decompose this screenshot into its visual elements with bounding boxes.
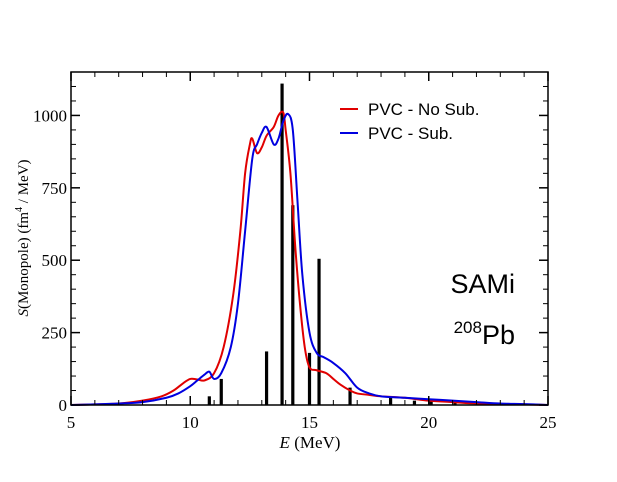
- nucleus-mass-number: 208: [454, 318, 482, 337]
- lines-layer: [70, 110, 549, 406]
- y-axis-label: S(Monopole) (fm4 / MeV): [14, 159, 32, 316]
- strength-bar: [280, 83, 284, 405]
- bars-layer: [207, 83, 457, 405]
- x-axis-label: E (MeV): [279, 433, 341, 452]
- x-tick-label: 5: [67, 413, 76, 432]
- y-tick-label: 0: [59, 396, 68, 415]
- legend: PVC - No Sub. PVC - Sub.: [340, 100, 480, 143]
- y-tick-label: 250: [42, 324, 68, 343]
- legend-label: PVC - Sub.: [368, 124, 453, 143]
- y-tick-label: 500: [42, 251, 68, 270]
- strength-bar: [317, 258, 321, 405]
- strength-bar: [264, 351, 269, 405]
- y-axis-label-sup: 4: [14, 207, 25, 212]
- y-axis-label-tail: / MeV): [16, 159, 32, 207]
- y-tick-label: 750: [42, 179, 68, 198]
- strength-bar: [453, 402, 457, 405]
- strength-bar: [219, 378, 223, 405]
- nucleus-label: 208Pb: [454, 318, 515, 350]
- x-tick-label: 15: [301, 413, 318, 432]
- strength-bar: [207, 396, 211, 405]
- x-tick-label: 20: [420, 413, 437, 432]
- y-tick-label: 1000: [33, 106, 67, 125]
- x-tick-label: 10: [182, 413, 199, 432]
- y-axis-label-main: (Monopole) (fm: [16, 212, 32, 309]
- strength-bar: [429, 400, 433, 405]
- x-axis-label-symbol: E: [279, 433, 291, 452]
- legend-label: PVC - No Sub.: [368, 100, 480, 119]
- x-tick-label: 25: [540, 413, 557, 432]
- strength-bar: [412, 400, 417, 405]
- series-line-sub: [70, 112, 549, 406]
- strength-bar: [307, 352, 312, 405]
- strength-bar: [348, 387, 352, 405]
- nucleus-element: Pb: [482, 320, 515, 350]
- strength-bar: [388, 396, 393, 405]
- strength-bar: [291, 205, 295, 405]
- x-axis-label-unit: (MeV): [290, 433, 341, 452]
- annotation-label: SAMi: [450, 269, 515, 299]
- y-axis-label-symbol: S: [16, 309, 32, 317]
